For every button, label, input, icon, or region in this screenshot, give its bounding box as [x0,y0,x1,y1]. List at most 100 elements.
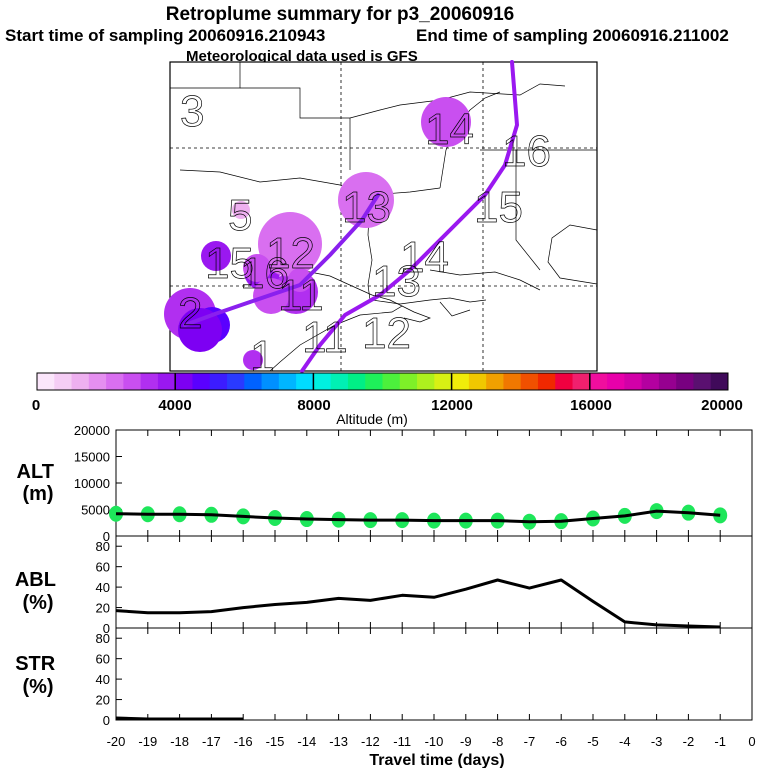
map-altitude-circle [232,201,250,219]
trajectory-line [300,60,519,373]
time-series-panels: 05000100001500020000020406080020406080-2… [74,423,756,749]
colorbar-swatch [589,373,608,390]
map-number: 5 [228,191,252,240]
x-tick-label: -19 [138,734,157,749]
abl-panel-label: ABL (%) [15,569,61,614]
y-tick-label: 80 [96,631,110,646]
colorbar-tick-label: 4000 [158,397,191,414]
colorbar-swatch [434,373,453,390]
altitude-colorbar [36,372,729,391]
y-tick-label: 60 [96,560,110,575]
colorbar-swatch [37,373,55,390]
colorbar-swatch [347,373,366,390]
met-data-label: Meteorological data used is GFS [186,48,418,65]
alt-panel-label: ALT (m) [17,461,60,505]
colorbar-swatch [175,373,193,390]
x-tick-label: -2 [683,734,695,749]
y-tick-label: 20 [96,601,110,616]
colorbar-swatch [140,373,159,390]
y-tick-label: 10000 [74,476,110,491]
x-tick-label: -9 [460,734,472,749]
x-tick-label: -16 [234,734,253,749]
colorbar-swatch [486,373,504,390]
x-tick-label: -7 [524,734,536,749]
map-altitude-circle [243,254,271,282]
colorbar-title: Altitude (m) [336,411,408,427]
str-series-line [115,716,244,721]
colorbar-swatch [468,373,487,390]
colorbar-swatch [624,373,643,390]
start-time-label: Start time of sampling 20060916.210943 [5,26,325,45]
str-panel-label: STR (%) [15,653,61,698]
y-tick-label: 40 [96,580,110,595]
end-time-label: End time of sampling 20060916.211002 [416,26,729,45]
x-tick-label: -4 [619,734,631,749]
y-tick-label: 15000 [74,450,110,465]
colorbar-swatch [572,373,591,390]
colorbar-swatch [192,373,211,390]
abl-label-line2: (%) [22,592,53,614]
colorbar-swatch [607,373,625,390]
map-altitude-circle [421,97,471,147]
x-tick-label: -14 [297,734,316,749]
colorbar-swatch [710,373,729,390]
colorbar-swatch [330,373,349,390]
map-panel: 3 14 16 15 13 5 14 12 15 16 13 11 2 12 1… [164,60,598,381]
colorbar-swatch [157,373,176,390]
trajectory-line [183,193,380,327]
map-number: 14 [400,233,449,282]
y-tick-label: 80 [96,539,110,554]
colorbar-swatch [278,373,297,390]
colorbar-swatch [537,373,556,390]
y-tick-label: 20000 [74,423,110,438]
str-label-line1: STR [15,653,56,675]
map-number: 16 [502,127,551,176]
map-number: 2 [178,289,202,338]
colorbar-swatch [227,373,245,390]
colorbar-tick-label: 8000 [297,397,330,414]
y-tick-label: 40 [96,672,110,687]
x-tick-label: -15 [266,734,285,749]
colorbar-swatch [382,373,401,390]
map-altitude-circle [258,212,322,276]
str-label-line2: (%) [22,676,53,698]
map-boundaries [170,62,598,372]
x-tick-label: -18 [170,734,189,749]
x-tick-label: -11 [393,734,411,749]
y-tick-label: 0 [103,713,110,728]
colorbar-swatch [54,373,73,390]
x-tick-label: -12 [361,734,380,749]
x-tick-label: -17 [202,734,221,749]
colorbar-swatch [417,373,435,390]
y-tick-label: 0 [103,621,110,636]
y-tick-label: 60 [96,652,110,667]
map-number: 12 [266,229,315,278]
colorbar-swatch [399,373,418,390]
colorbar-tick-label: 12000 [431,397,473,414]
colorbar-swatch [676,373,694,390]
colorbar-swatch [296,373,314,390]
map-number: 11 [278,271,324,320]
y-tick-label: 0 [103,529,110,544]
colorbar-swatch [365,373,383,390]
abl-series-line [115,578,721,629]
colorbar-swatch [641,373,660,390]
map-number: 13 [342,183,391,232]
map-gridlines [170,62,597,371]
y-tick-label: 20 [96,693,110,708]
colorbar-tick-label: 20000 [701,397,743,414]
x-tick-label: -3 [651,734,663,749]
map-number: 3 [180,87,204,136]
map-number: 16 [240,249,289,298]
colorbar-swatch [106,373,124,390]
x-tick-label: 0 [748,734,755,749]
x-tick-label: -1 [714,734,726,749]
colorbar-tick-label: 16000 [570,397,612,414]
trajectory-lines [183,60,519,373]
map-number: 11 [302,313,348,362]
colorbar-swatch [693,373,712,390]
colorbar-swatch [555,373,574,390]
map-number: 13 [372,257,421,306]
x-tick-label: -8 [492,734,504,749]
